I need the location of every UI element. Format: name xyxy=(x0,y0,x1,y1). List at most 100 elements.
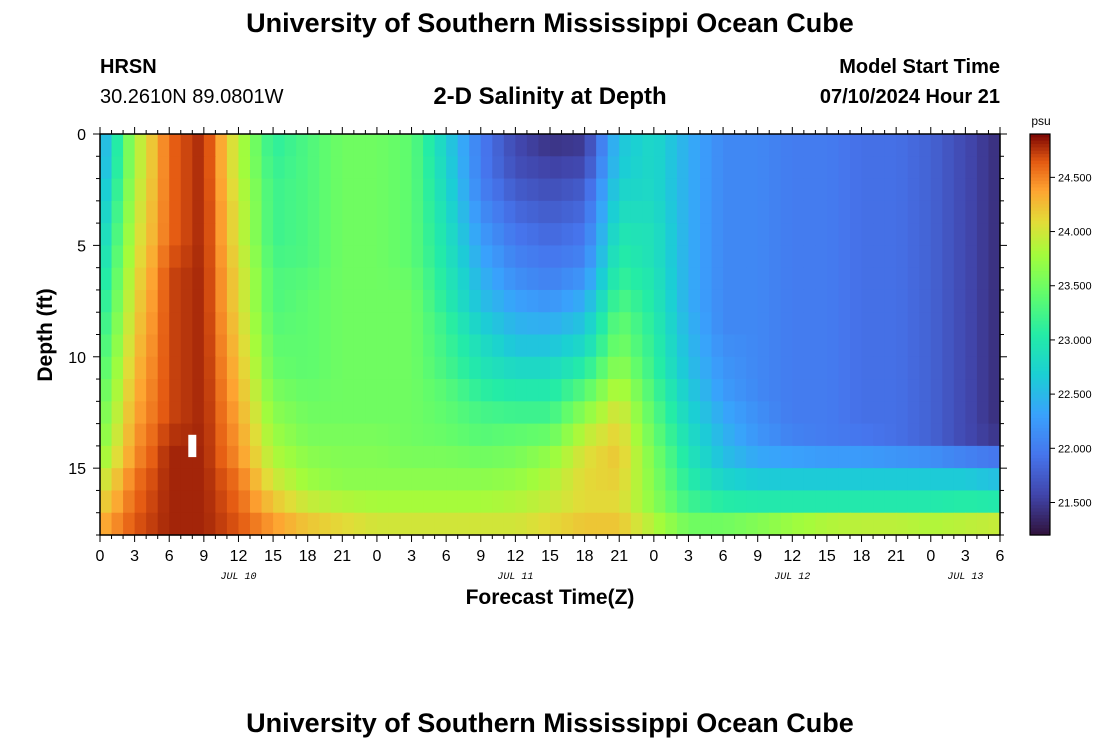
heatmap-cell xyxy=(931,223,943,246)
heatmap-cell xyxy=(619,179,631,202)
heatmap-cells xyxy=(100,134,1001,536)
heatmap-cell xyxy=(550,201,562,224)
heatmap-cell xyxy=(135,134,147,157)
heatmap-cell xyxy=(377,201,389,224)
heatmap-cell xyxy=(365,245,377,268)
heatmap-cell xyxy=(435,424,447,447)
heatmap-cell xyxy=(827,424,839,447)
heatmap-cell xyxy=(308,424,320,447)
heatmap-cell xyxy=(723,513,735,536)
heatmap-cell xyxy=(562,134,574,157)
heatmap-cell xyxy=(688,201,700,224)
heatmap-cell xyxy=(838,312,850,335)
heatmap-cell xyxy=(792,401,804,424)
heatmap-cell xyxy=(146,379,158,402)
heatmap-cell xyxy=(827,446,839,469)
heatmap-cell xyxy=(573,468,585,491)
heatmap-cell xyxy=(262,245,274,268)
heatmap-cell xyxy=(977,268,989,291)
heatmap-cell xyxy=(135,268,147,291)
heatmap-cell xyxy=(792,335,804,358)
heatmap-cell xyxy=(423,335,435,358)
heatmap-cell xyxy=(377,424,389,447)
heatmap-cell xyxy=(804,490,816,513)
heatmap-cell xyxy=(100,424,112,447)
heatmap-cell xyxy=(192,312,204,335)
heatmap-cell xyxy=(377,446,389,469)
heatmap-cell xyxy=(423,201,435,224)
heatmap-cell xyxy=(885,223,897,246)
heatmap-cell xyxy=(527,245,539,268)
heatmap-cell xyxy=(573,245,585,268)
heatmap-cell xyxy=(942,446,954,469)
heatmap-cell xyxy=(423,268,435,291)
heatmap-cell xyxy=(400,245,412,268)
heatmap-cell xyxy=(619,268,631,291)
heatmap-cell xyxy=(354,424,366,447)
heatmap-cell xyxy=(931,379,943,402)
heatmap-cell xyxy=(319,513,331,536)
colorbar-segment xyxy=(1030,281,1050,285)
heatmap-cell xyxy=(400,490,412,513)
heatmap-cell xyxy=(481,424,493,447)
heatmap-cell xyxy=(712,468,724,491)
heatmap-cell xyxy=(885,201,897,224)
heatmap-cell xyxy=(308,245,320,268)
heatmap-cell xyxy=(550,424,562,447)
heatmap-cell xyxy=(112,290,124,313)
heatmap-cell xyxy=(885,245,897,268)
heatmap-cell xyxy=(942,513,954,536)
heatmap-cell xyxy=(723,156,735,179)
heatmap-cell xyxy=(965,245,977,268)
heatmap-cell xyxy=(954,468,966,491)
heatmap-cell xyxy=(169,156,181,179)
heatmap-cell xyxy=(781,446,793,469)
heatmap-cell xyxy=(723,312,735,335)
heatmap-cell xyxy=(827,335,839,358)
heatmap-cell xyxy=(815,490,827,513)
heatmap-cell xyxy=(377,401,389,424)
heatmap-cell xyxy=(204,446,216,469)
heatmap-cell xyxy=(758,312,770,335)
heatmap-cell xyxy=(688,134,700,157)
heatmap-cell xyxy=(135,490,147,513)
heatmap-cell xyxy=(850,513,862,536)
heatmap-cell xyxy=(169,401,181,424)
heatmap-cell xyxy=(238,401,250,424)
heatmap-cell xyxy=(827,156,839,179)
heatmap-cell xyxy=(562,357,574,380)
heatmap-cell xyxy=(562,223,574,246)
heatmap-cell xyxy=(677,401,689,424)
heatmap-cell xyxy=(388,357,400,380)
heatmap-cell xyxy=(735,268,747,291)
heatmap-cell xyxy=(365,424,377,447)
heatmap-cell xyxy=(850,312,862,335)
heatmap-cell xyxy=(631,468,643,491)
heatmap-cell xyxy=(677,446,689,469)
heatmap-cell xyxy=(815,424,827,447)
heatmap-cell xyxy=(977,490,989,513)
heatmap-cell xyxy=(792,446,804,469)
heatmap-cell xyxy=(862,424,874,447)
heatmap-cell xyxy=(492,201,504,224)
heatmap-cell xyxy=(204,156,216,179)
heatmap-cell xyxy=(112,179,124,202)
heatmap-cell xyxy=(815,446,827,469)
heatmap-cell xyxy=(550,223,562,246)
heatmap-cell xyxy=(596,513,608,536)
heatmap-cell xyxy=(862,156,874,179)
heatmap-cell xyxy=(273,223,285,246)
heatmap-cell xyxy=(654,245,666,268)
heatmap-cell xyxy=(688,268,700,291)
heatmap-cell xyxy=(585,134,597,157)
heatmap-cell xyxy=(515,401,527,424)
heatmap-cell xyxy=(515,268,527,291)
heatmap-cell xyxy=(723,290,735,313)
heatmap-cell xyxy=(712,268,724,291)
heatmap-cell xyxy=(354,379,366,402)
heatmap-cell xyxy=(204,201,216,224)
heatmap-cell xyxy=(815,245,827,268)
heatmap-cell xyxy=(435,490,447,513)
heatmap-cell xyxy=(596,401,608,424)
heatmap-cell xyxy=(377,245,389,268)
